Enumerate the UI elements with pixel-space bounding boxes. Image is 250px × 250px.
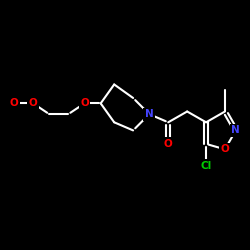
Text: Cl: Cl: [200, 160, 212, 170]
Text: O: O: [164, 139, 172, 149]
Text: N: N: [145, 109, 154, 119]
Text: O: O: [10, 98, 18, 108]
Text: N: N: [232, 126, 240, 136]
Text: O: O: [29, 98, 38, 108]
Text: O: O: [80, 98, 89, 108]
Text: O: O: [220, 144, 229, 154]
